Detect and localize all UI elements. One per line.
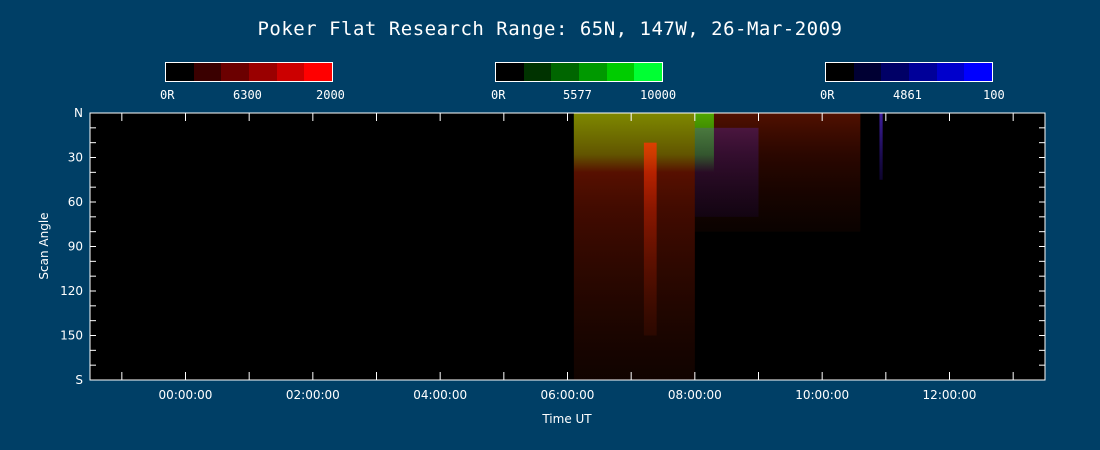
colorbar-5577-min-label: 0R: [491, 88, 506, 102]
colorbar-swatch: [496, 63, 524, 81]
colorbar-5577: [495, 62, 663, 82]
red-emission-band: [643, 142, 657, 336]
x-tick-label: 12:00:00: [923, 388, 977, 402]
colorbar-swatch: [606, 63, 635, 81]
colorbar-swatch: [909, 63, 937, 81]
colorbar-swatch: [276, 63, 305, 81]
colorbar-swatch: [166, 63, 194, 81]
colorbar-swatch: [964, 63, 993, 81]
x-tick-label: 06:00:00: [541, 388, 595, 402]
colorbar-6300-max-label: 2000: [316, 88, 345, 102]
colorbar-swatch: [221, 63, 250, 81]
colorbar-5577-max-label: 10000: [640, 88, 677, 102]
colorbar-4861-max-label: 100: [983, 88, 1005, 102]
colorbar-6300-min-label: 0R: [160, 88, 175, 102]
y-tick-label: 30: [68, 151, 83, 165]
colorbar-5577-wavelength-label: 5577: [563, 88, 592, 102]
colorbar-swatch: [826, 63, 854, 81]
red-emission-band: [573, 113, 695, 380]
colorbar-4861-wavelength-label: 4861: [893, 88, 922, 102]
y-tick-label: 60: [68, 195, 83, 209]
y-axis-label: Scan Angle: [37, 212, 51, 279]
y-tick-label: 120: [60, 284, 83, 298]
y-tick-label: 90: [68, 240, 83, 254]
colorbar-swatch: [249, 63, 277, 81]
colorbar-swatch: [193, 63, 222, 81]
colorbar-4861: [825, 62, 993, 82]
colorbar-6300: [165, 62, 333, 82]
y-tick-label: N: [74, 106, 83, 120]
plot-background: [90, 113, 1045, 380]
x-tick-label: 00:00:00: [159, 388, 213, 402]
colorbar-swatch: [551, 63, 580, 81]
colorbar-swatch: [634, 63, 663, 81]
blue-emission-band: [879, 113, 883, 180]
x-tick-label: 10:00:00: [795, 388, 849, 402]
colorbar-swatch: [304, 63, 333, 81]
x-tick-label: 08:00:00: [668, 388, 722, 402]
x-tick-label: 02:00:00: [286, 388, 340, 402]
colorbar-swatch: [579, 63, 607, 81]
colorbar-swatch: [881, 63, 910, 81]
chart-title: Poker Flat Research Range: 65N, 147W, 26…: [257, 18, 843, 40]
colorbar-swatch: [936, 63, 965, 81]
colorbar-4861-min-label: 0R: [820, 88, 835, 102]
blue-emission-band: [694, 127, 759, 217]
colorbar-swatch: [853, 63, 882, 81]
x-axis-label: Time UT: [541, 412, 592, 426]
colorbar-6300-wavelength-label: 6300: [233, 88, 262, 102]
x-tick-label: 04:00:00: [413, 388, 467, 402]
y-tick-label: S: [75, 373, 83, 387]
colorbar-swatch: [523, 63, 552, 81]
y-tick-label: 150: [60, 329, 83, 343]
